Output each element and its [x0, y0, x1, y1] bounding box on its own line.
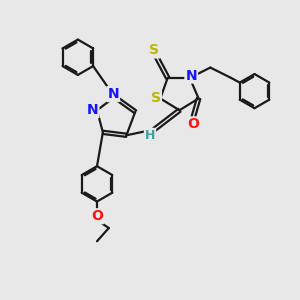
Text: H: H	[145, 129, 155, 142]
Text: S: S	[151, 92, 161, 106]
Text: N: N	[87, 103, 98, 117]
Text: O: O	[91, 209, 103, 223]
Text: N: N	[185, 68, 197, 83]
Text: O: O	[187, 117, 199, 131]
Text: S: S	[149, 44, 159, 58]
Text: N: N	[107, 87, 119, 101]
